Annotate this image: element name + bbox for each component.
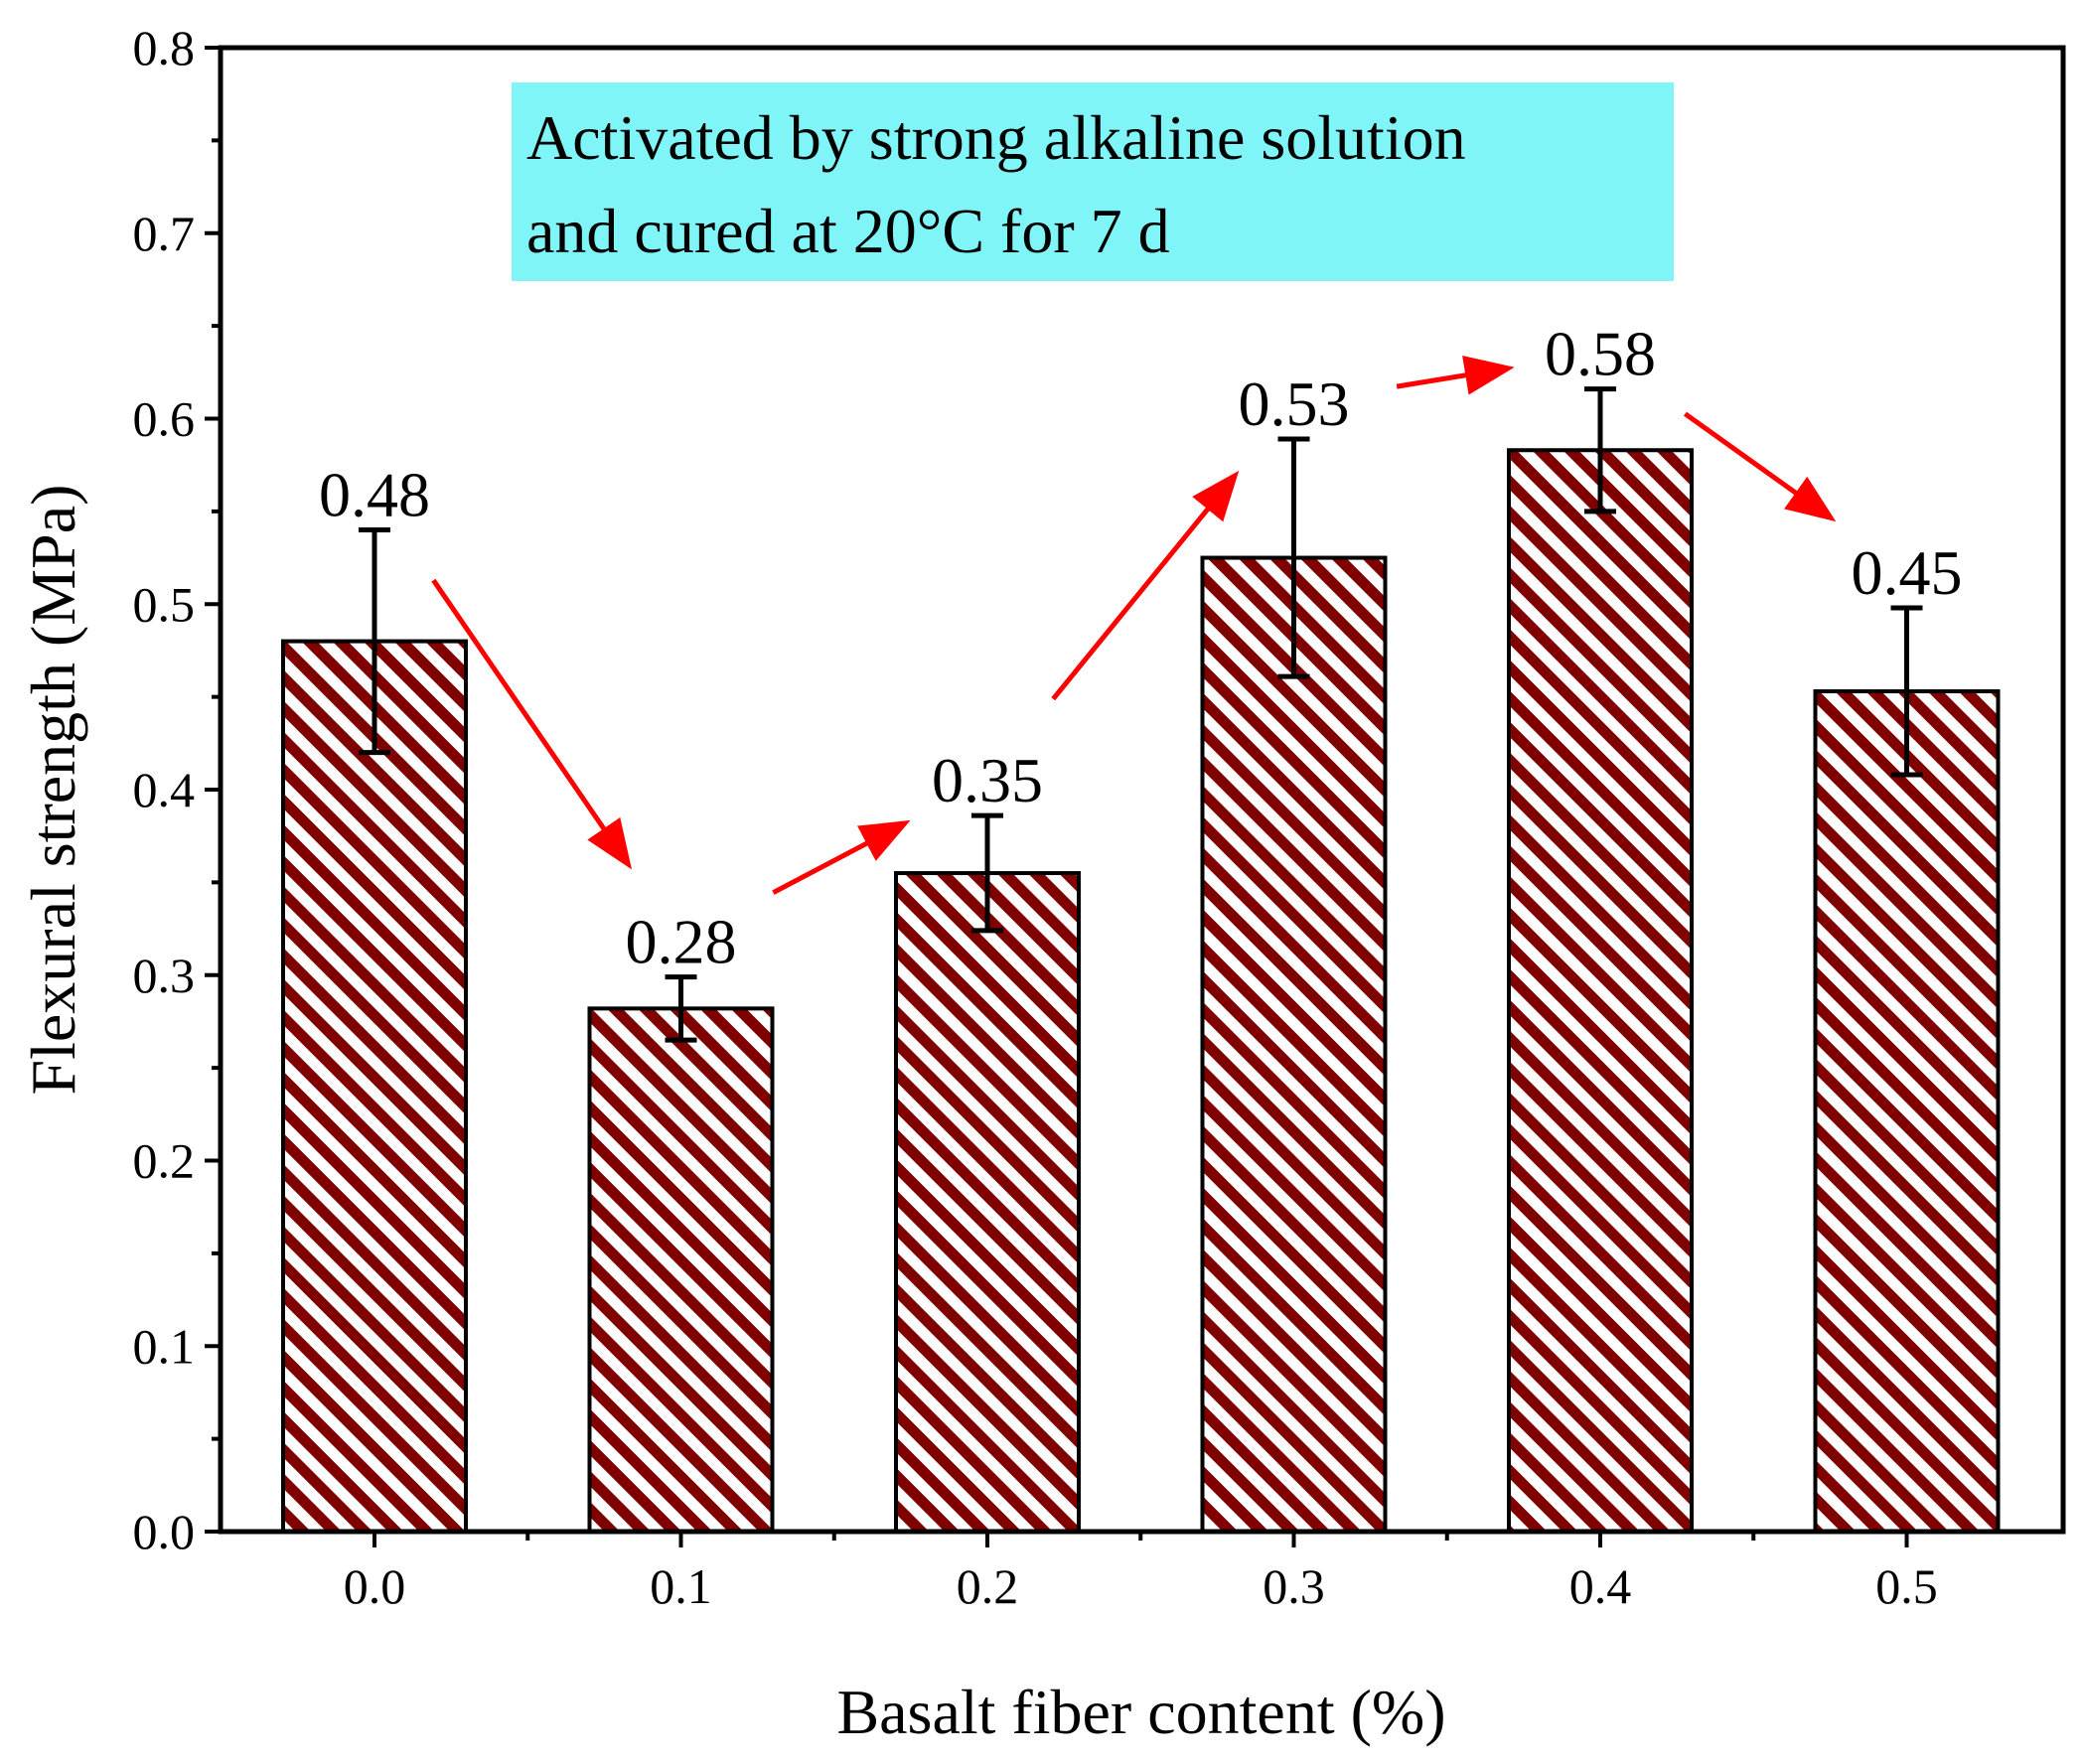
data-label-0.5: 0.45 (1852, 537, 1963, 608)
trend-arrow-5 (1683, 411, 1837, 522)
y-tick-label: 0.5 (133, 576, 196, 632)
trend-arrow-3 (1051, 470, 1240, 701)
error-bar-0.1 (665, 974, 697, 1043)
bar-0.1 (587, 1006, 775, 1534)
y-tick-label: 0.2 (133, 1133, 196, 1189)
plot-frame (218, 45, 2066, 1535)
data-label-0.1: 0.28 (626, 907, 737, 977)
trend-arrow-1 (431, 578, 633, 870)
y-axis-title: Flexural strength (MPa) (18, 485, 88, 1096)
annotation-line-2: and cured at 20°C for 7 d (526, 196, 1170, 266)
bar-0.2 (894, 871, 1081, 1534)
x-axis: 0.0 0.1 0.2 0.3 0.4 0.5 (344, 1532, 1938, 1614)
trend-arrow-series (431, 356, 1837, 895)
bar-0.4 (1507, 448, 1694, 1534)
error-bar-series (359, 386, 1923, 1043)
annotation-background (512, 82, 1674, 281)
error-bar-0.4 (1584, 386, 1616, 514)
data-label-0.2: 0.35 (932, 745, 1043, 815)
error-bar-0.5 (1890, 605, 1923, 778)
y-tick-label: 0.6 (133, 391, 196, 447)
x-tick-label-0.4: 0.4 (1569, 1558, 1632, 1614)
error-bar-0.3 (1277, 436, 1310, 679)
data-label-0.0: 0.48 (319, 460, 430, 530)
y-tick-label: 0.8 (133, 20, 196, 75)
annotation-box: Activated by strong alkaline solution an… (512, 82, 1674, 281)
error-bar-0.2 (971, 812, 1003, 934)
bar-0.0 (281, 639, 468, 1534)
data-label-series: 0.48 0.28 0.35 0.53 0.58 0.45 (319, 319, 1963, 977)
y-tick-label: 0.7 (133, 206, 196, 261)
annotation-line-1: Activated by strong alkaline solution (526, 102, 1466, 173)
bar-0.3 (1200, 555, 1388, 1534)
x-tick-label-0.5: 0.5 (1875, 1558, 1938, 1614)
x-tick-label-0.3: 0.3 (1263, 1558, 1325, 1614)
data-label-0.4: 0.58 (1545, 319, 1656, 389)
x-tick-label-0.0: 0.0 (344, 1558, 406, 1614)
x-axis-title: Basalt fiber content (%) (836, 1677, 1445, 1747)
data-label-0.3: 0.53 (1239, 368, 1350, 439)
x-tick-label-0.1: 0.1 (650, 1558, 712, 1614)
x-tick-label-0.2: 0.2 (957, 1558, 1019, 1614)
bar-0.5 (1813, 689, 2001, 1534)
y-tick-label: 0.3 (133, 948, 196, 1003)
y-tick-label: 0.4 (133, 762, 196, 817)
trend-arrow-2 (772, 819, 911, 895)
y-tick-label: 0.0 (133, 1504, 196, 1559)
y-axis: 0.0 0.1 0.2 0.3 0.4 0.5 0.6 0.7 0.8 (133, 20, 221, 1559)
error-bar-0.0 (359, 527, 390, 756)
bar-series (281, 448, 2001, 1534)
trend-arrow-4 (1396, 356, 1515, 395)
y-tick-label: 0.1 (133, 1318, 196, 1374)
